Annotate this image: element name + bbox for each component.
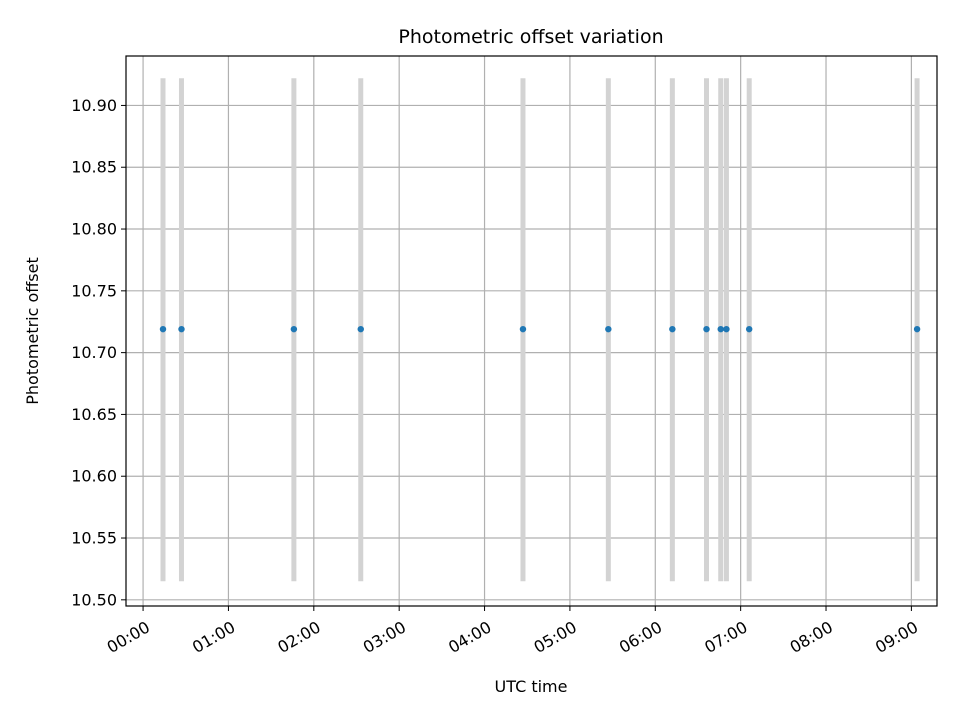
y-tick-label: 10.75 (71, 281, 117, 300)
chart-title: Photometric offset variation (398, 26, 663, 48)
grid (126, 56, 937, 606)
data-point (605, 325, 612, 333)
data-point (178, 325, 185, 333)
y-tick-label: 10.60 (71, 467, 117, 486)
y-tick-label: 10.85 (71, 158, 117, 177)
data-points (159, 325, 921, 333)
data-point (290, 325, 298, 333)
y-tick-label: 10.70 (71, 343, 117, 362)
y-tick-label: 10.55 (71, 529, 117, 548)
y-tick-label: 10.50 (71, 590, 117, 609)
data-point (159, 325, 167, 333)
y-axis-label: Photometric offset (23, 257, 42, 405)
data-point (357, 325, 364, 333)
data-point (745, 325, 753, 333)
y-tick-label: 10.80 (71, 220, 117, 239)
y-tick-label: 10.90 (71, 96, 117, 115)
data-point (723, 325, 730, 333)
plot-frame (125, 55, 938, 607)
y-tick-label: 10.65 (71, 405, 117, 424)
data-point (717, 325, 724, 333)
data-point (703, 325, 710, 333)
data-point (669, 325, 676, 333)
data-point (913, 325, 921, 333)
x-axis-label: UTC time (495, 677, 568, 696)
data-point (519, 325, 527, 333)
